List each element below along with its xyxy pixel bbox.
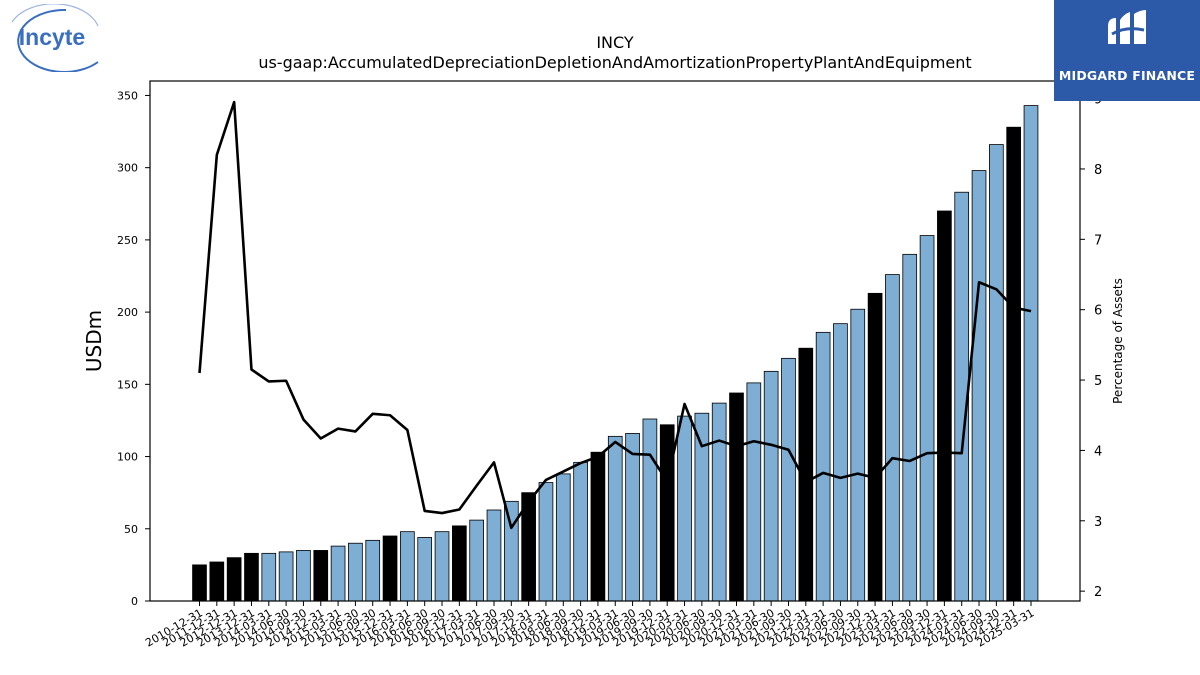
plot-frame	[149, 80, 1081, 602]
bar-2019-12-31	[659, 424, 675, 602]
bar-2020-09-30	[711, 402, 727, 602]
right-tick-label: 4	[1094, 444, 1102, 459]
bar-2017-06-30	[486, 509, 502, 602]
chart-title: INCY	[596, 33, 634, 52]
bar-2022-12-31	[867, 292, 883, 602]
bar-2020-12-31	[729, 392, 744, 602]
right-tick-label: 2	[1094, 585, 1102, 600]
bar-2023-03-31	[885, 274, 900, 602]
bar-2015-06-30	[348, 542, 363, 602]
bar-series	[192, 105, 1039, 602]
bar-2021-06-30	[763, 370, 779, 602]
bar-2024-06-30	[971, 170, 987, 602]
midgard-brand-name: MIDGARD FINANCE	[1058, 68, 1196, 83]
bar-2016-03-31	[400, 531, 415, 602]
bar-2024-09-30	[989, 144, 1004, 602]
right-tick-label: 6	[1094, 304, 1102, 319]
left-tick-label: 200	[117, 306, 138, 319]
bar-2012-12-31	[226, 557, 242, 602]
bar-2017-09-30	[503, 500, 519, 602]
left-axis-label: USDm	[82, 310, 106, 372]
incyte-logo: Incyte	[4, 3, 104, 73]
left-tick-label: 150	[117, 378, 138, 391]
bar-2014-03-31	[261, 552, 277, 602]
bar-2016-09-30	[434, 531, 450, 602]
left-tick-label: 0	[131, 595, 138, 608]
bar-2024-12-31	[1006, 126, 1022, 602]
bar-2025-03-31	[1023, 105, 1039, 602]
bar-2021-03-31	[746, 382, 762, 602]
right-tick-label: 3	[1094, 515, 1102, 530]
right-y-axis: 23456789	[1080, 93, 1102, 600]
midgard-logo: MIDGARD FINANCE	[1054, 0, 1200, 101]
bar-2023-06-30	[902, 253, 918, 602]
right-axis-label: Percentage of Assets	[1111, 278, 1125, 404]
bar-2018-06-30	[555, 473, 571, 602]
incyte-logo-mark: Incyte	[11, 3, 99, 73]
percentage-line	[198, 100, 1032, 530]
bar-2011-12-31	[209, 561, 225, 602]
bar-2015-09-30	[365, 539, 381, 602]
midgard-emblem-icon	[1108, 10, 1146, 44]
x-axis: 2010-12-312011-12-312012-12-312013-12-31…	[143, 601, 1037, 650]
left-tick-label: 100	[117, 451, 138, 464]
bar-2015-03-31	[330, 545, 346, 602]
bar-2022-09-30	[850, 308, 866, 602]
bar-2014-09-30	[296, 550, 311, 602]
bar-2013-12-31	[244, 552, 259, 602]
bar-2023-12-31	[937, 210, 952, 602]
bar-2021-09-30	[781, 357, 796, 602]
right-tick-label: 8	[1094, 163, 1102, 178]
bar-2019-03-31	[607, 435, 623, 602]
bar-2018-09-30	[573, 461, 588, 602]
left-tick-label: 250	[117, 234, 138, 247]
chart-subtitle: us-gaap:AccumulatedDepreciationDepletion…	[258, 53, 971, 72]
bar-2019-06-30	[625, 433, 640, 602]
right-tick-label: 7	[1094, 233, 1102, 248]
bar-2016-06-30	[417, 537, 433, 602]
bar-2016-12-31	[452, 525, 467, 602]
bar-2020-06-30	[694, 412, 710, 602]
bar-2018-03-31	[538, 482, 554, 602]
left-tick-label: 350	[117, 89, 138, 102]
bar-2015-12-31	[382, 535, 398, 602]
left-tick-label: 50	[124, 523, 138, 536]
bar-2019-09-30	[642, 418, 658, 602]
right-tick-label: 5	[1094, 374, 1102, 389]
bar-2023-09-30	[919, 235, 935, 602]
bar-2018-12-31	[590, 451, 606, 602]
bar-2020-03-31	[677, 415, 692, 602]
bar-2017-03-31	[469, 519, 484, 602]
bar-2014-12-31	[313, 550, 329, 602]
incyte-logo-text: Incyte	[19, 24, 85, 50]
bar-2022-06-30	[833, 323, 848, 602]
left-tick-label: 300	[117, 162, 138, 175]
bar-2022-03-31	[815, 331, 831, 602]
bar-2010-12-31	[192, 564, 207, 602]
left-y-axis: 0 50 100 150 200 250 300 350	[117, 89, 150, 608]
bar-2014-06-30	[278, 551, 294, 602]
